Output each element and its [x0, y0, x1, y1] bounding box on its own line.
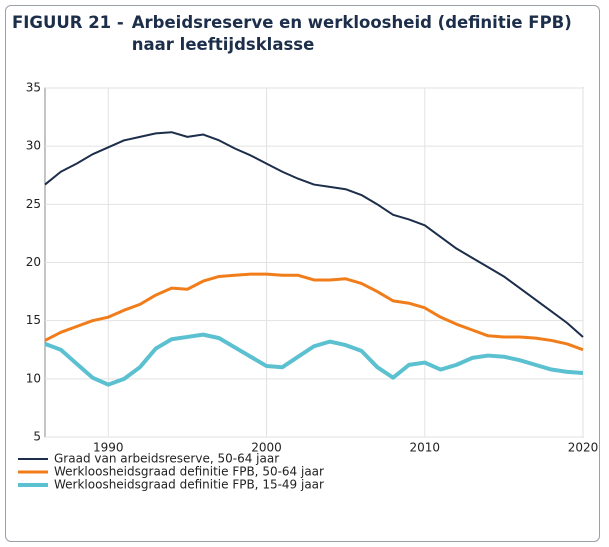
y-tick-label: 30 — [26, 139, 41, 153]
series-line — [44, 131, 584, 338]
series-line — [44, 272, 584, 352]
y-tick-label: 35 — [26, 81, 41, 95]
frame — [5, 5, 600, 542]
legend-label: Werkloosheidsgraad definitie FPB, 15-49 … — [54, 478, 324, 492]
series-line — [44, 332, 584, 387]
header: FIGUUR 21 - Arbeidsreserve en werklooshe… — [12, 12, 602, 56]
chart-title: Arbeidsreserve en werkloosheid (definiti… — [131, 13, 572, 54]
y-tick-label: 15 — [26, 313, 41, 327]
legend-label: Graad van arbeidsreserve, 50-64 jaar — [54, 452, 279, 466]
x-tick-label: 2010 — [409, 441, 440, 455]
y-tick-label: 20 — [26, 255, 41, 269]
x-tick-label: 2020 — [568, 441, 599, 455]
legend-label: Werkloosheidsgraad definitie FPB, 50-64 … — [54, 465, 324, 479]
y-tick-label: 25 — [26, 197, 41, 211]
y-tick-label: 10 — [26, 371, 41, 385]
x-tick-label: 1990 — [93, 441, 124, 455]
x-tick-label: 2000 — [251, 441, 282, 455]
y-tick-label: 5 — [33, 430, 41, 444]
figure-label: FIGUUR 21 - — [12, 13, 124, 32]
